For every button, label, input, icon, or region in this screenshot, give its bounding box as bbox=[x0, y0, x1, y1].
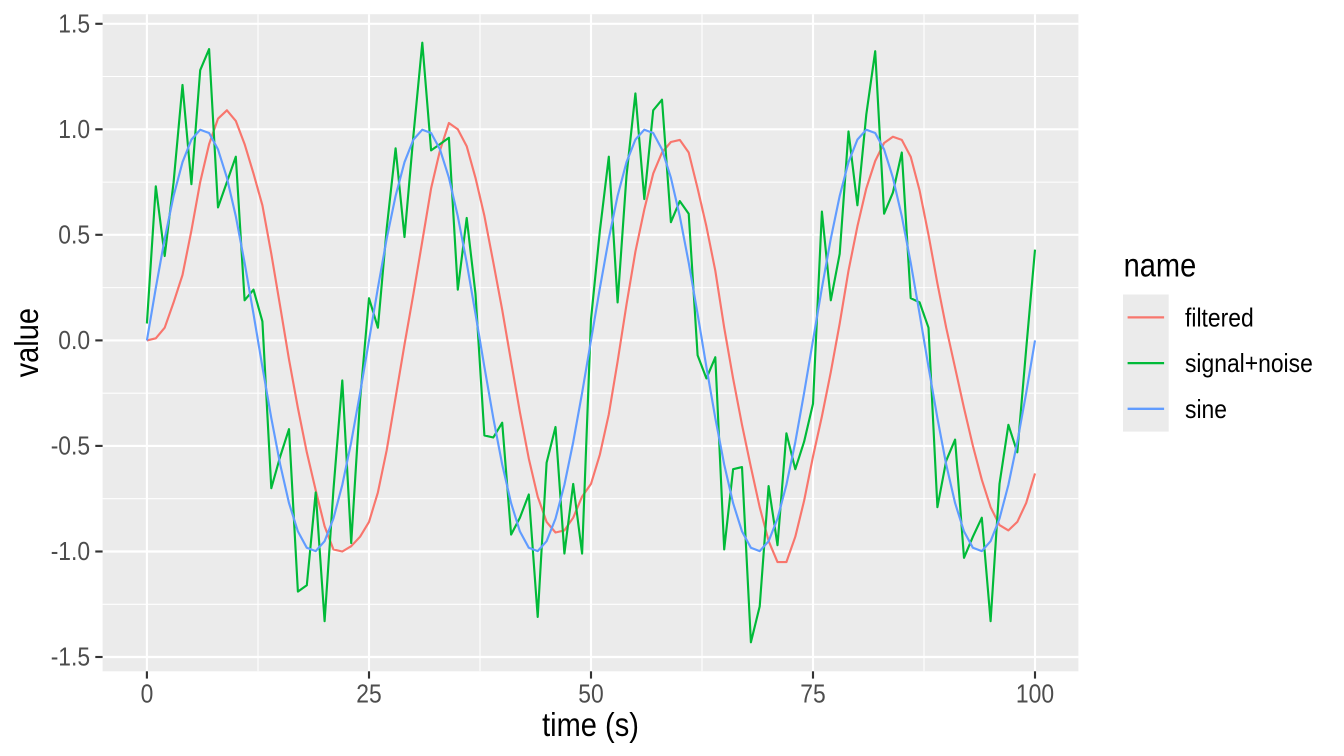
svg-text:name: name bbox=[1124, 247, 1197, 284]
svg-text:value: value bbox=[8, 308, 45, 377]
svg-text:-0.5: -0.5 bbox=[51, 431, 90, 461]
svg-text:-1.0: -1.0 bbox=[51, 536, 90, 566]
svg-text:time (s): time (s) bbox=[542, 706, 639, 743]
svg-text:100: 100 bbox=[1016, 679, 1054, 709]
svg-text:0.5: 0.5 bbox=[58, 219, 90, 249]
svg-text:signal+noise: signal+noise bbox=[1185, 348, 1313, 378]
svg-text:75: 75 bbox=[800, 679, 825, 709]
svg-text:-1.5: -1.5 bbox=[51, 642, 90, 672]
svg-text:25: 25 bbox=[356, 679, 381, 709]
svg-text:1.0: 1.0 bbox=[58, 114, 90, 144]
svg-text:filtered: filtered bbox=[1185, 302, 1254, 332]
svg-text:0: 0 bbox=[141, 679, 154, 709]
svg-text:sine: sine bbox=[1185, 394, 1227, 424]
svg-text:0.0: 0.0 bbox=[58, 325, 90, 355]
svg-text:1.5: 1.5 bbox=[58, 8, 90, 38]
svg-text:50: 50 bbox=[578, 679, 603, 709]
